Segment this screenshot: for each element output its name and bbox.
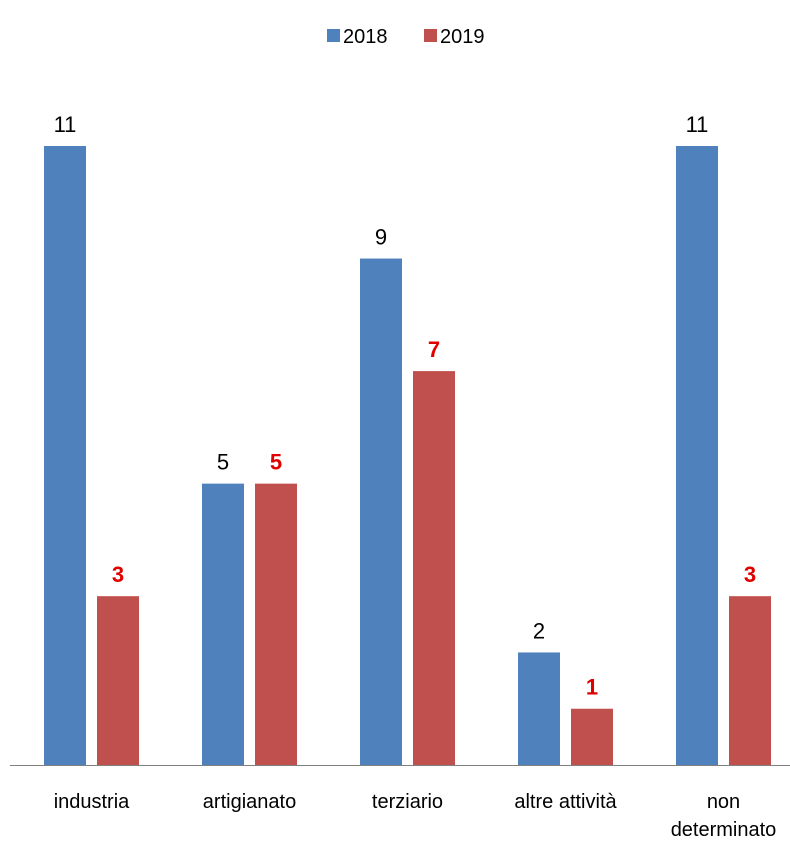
legend-label-2018: 2018 <box>343 26 388 48</box>
legend-swatch-2019 <box>424 29 437 42</box>
legend-label-2019: 2019 <box>440 26 485 48</box>
category-label-3: altre attività <box>514 791 617 813</box>
data-label-2018-3: 2 <box>533 618 545 643</box>
bar-2018-4 <box>676 146 718 765</box>
bar-2019-1 <box>255 483 297 765</box>
bar-2019-3 <box>571 708 613 765</box>
bars <box>44 146 771 765</box>
category-label-0: industria <box>54 791 130 813</box>
bar-2018-1 <box>202 483 244 765</box>
bar-2018-0 <box>44 146 86 765</box>
category-label-4: non determinato <box>671 791 777 841</box>
category-label-2: terziario <box>372 791 443 813</box>
legend-swatch-2018 <box>327 29 340 42</box>
data-label-2018-4: 11 <box>686 112 709 137</box>
bar-2019-2 <box>413 371 455 765</box>
data-label-2019-4: 3 <box>744 562 756 587</box>
data-label-2019-2: 7 <box>428 337 440 362</box>
category-label-1: artigianato <box>203 791 296 813</box>
bar-2019-4 <box>729 596 771 765</box>
data-label-2018-0: 11 <box>54 112 77 137</box>
data-label-2019-1: 5 <box>270 450 282 475</box>
legend: 2018 2019 <box>327 26 485 48</box>
data-label-2018-1: 5 <box>217 450 229 475</box>
data-label-2018-2: 9 <box>375 225 387 250</box>
bar-2018-3 <box>518 652 560 765</box>
data-label-2019-0: 3 <box>112 562 124 587</box>
category-labels: industria artigianato terziario altre attiv… <box>54 791 777 841</box>
bar-2018-2 <box>360 258 402 765</box>
bar-2019-0 <box>97 596 139 765</box>
data-label-2019-3: 1 <box>586 675 598 700</box>
